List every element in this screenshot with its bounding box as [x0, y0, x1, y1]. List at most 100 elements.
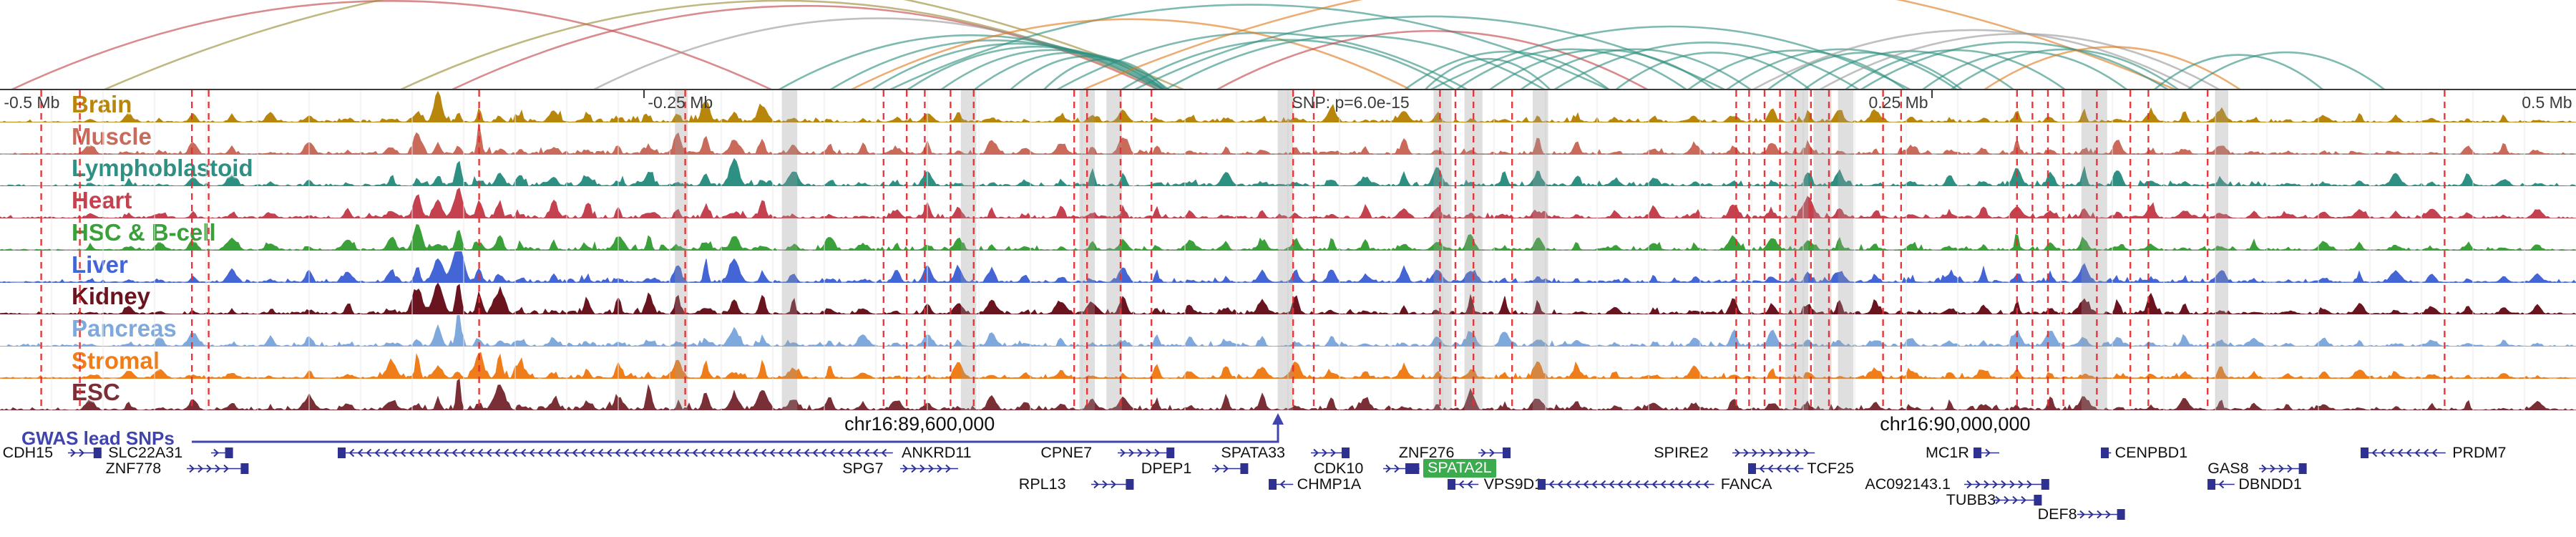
gene-glyph-slc22a31[interactable] [211, 447, 233, 459]
interaction-arc [1859, 41, 2170, 90]
gene-label-rpl13[interactable]: RPL13 [1018, 475, 1066, 493]
snp-pvalue-label: SNP: p=6.0e-15 [1292, 93, 1410, 112]
interaction-arc [1043, 58, 1168, 90]
ruler-label: -0.25 Mb [648, 93, 713, 112]
interaction-arc [1009, 55, 1166, 90]
gene-glyph-tubb3[interactable] [1992, 494, 2042, 506]
gene-glyph-znf276[interactable] [1478, 447, 1511, 459]
track-label-muscle: Muscle [72, 122, 152, 150]
gene-label-cdh15[interactable]: CDH15 [2, 444, 54, 461]
track-label-brain: Brain [72, 91, 132, 117]
gene-glyph-cdh15[interactable] [68, 447, 102, 459]
gene-label-spata33[interactable]: SPATA33 [1221, 444, 1286, 461]
interaction-arc [1120, 39, 1456, 90]
highlight-region [2215, 90, 2228, 410]
highlight-region [1533, 90, 1548, 410]
gene-glyph-mc1r[interactable] [1973, 447, 2000, 459]
highlight-region [1433, 90, 1452, 410]
gridlines [51, 90, 2525, 410]
interaction-arc [1921, 50, 2129, 90]
gene-glyph-vps9d1[interactable] [1448, 478, 1479, 490]
interaction-arcs [9, 0, 2386, 90]
interaction-arc [1519, 48, 1752, 90]
gene-glyph-ankrd11[interactable] [337, 447, 893, 459]
gene-glyph-def8[interactable] [2077, 508, 2125, 521]
interaction-arc [9, 0, 774, 90]
gene-label-cpne7[interactable]: CPNE7 [1040, 444, 1093, 461]
gene-glyph-gas8[interactable] [2259, 463, 2307, 475]
gene-label-gas8[interactable]: GAS8 [2207, 460, 2249, 477]
gene-label-tubb3[interactable]: TUBB3 [1946, 491, 1996, 508]
interaction-arc [1488, 49, 1717, 90]
highlight-region [2081, 90, 2107, 410]
track-label-pancreas: Pancreas [72, 314, 177, 342]
interaction-arc [1215, 29, 1649, 90]
gene-label-ac092143-1[interactable]: AC092143.1 [1865, 475, 1951, 493]
track-label-heart: Heart [72, 187, 132, 214]
ruler-line [0, 89, 2576, 90]
track-label-kidney: Kidney [72, 283, 151, 310]
interaction-arc [849, 18, 1413, 90]
interaction-arc [2186, 51, 2386, 90]
interaction-arc [1843, 49, 2067, 90]
interaction-arc [1818, 32, 2221, 90]
gene-glyph-spata33[interactable] [1311, 447, 1350, 459]
gene-label-tcf25[interactable]: TCF25 [1807, 460, 1855, 477]
gene-glyph-tcf25[interactable] [1747, 463, 1804, 475]
highlight-region [1106, 90, 1122, 410]
gene-label-mc1r[interactable]: MC1R [1926, 444, 1969, 461]
interaction-arc [829, 39, 1160, 90]
gwas-pointer-arrowhead [1272, 413, 1284, 425]
gene-glyph-znf778[interactable] [187, 463, 249, 475]
interaction-arc [1081, 0, 2177, 90]
interaction-arc [888, 4, 1611, 90]
gene-label-chmp1a[interactable]: CHMP1A [1297, 475, 1362, 493]
highlight-region [1785, 90, 1809, 410]
gene-label-vps9d1[interactable]: VPS9D1 [1483, 475, 1543, 493]
gene-glyph-spata2l[interactable] [1405, 463, 1420, 475]
coordinate-label-left: chr16:89,600,000 [844, 413, 995, 435]
interaction-arc [1163, 34, 1546, 90]
gwas-pointer-line [192, 422, 1279, 443]
gene-glyph-fanca[interactable] [1538, 478, 1714, 490]
gene-label-spata2l[interactable]: SPATA2L [1423, 459, 1496, 478]
gene-label-spire2[interactable]: SPIRE2 [1654, 444, 1709, 461]
gene-label-dbndd1[interactable]: DBNDD1 [2238, 475, 2302, 493]
gene-glyph-dbndd1[interactable] [2207, 478, 2235, 490]
gene-label-dpep1[interactable]: DPEP1 [1141, 460, 1192, 477]
gene-glyph-dpep1[interactable] [1211, 463, 1249, 475]
highlight-region [675, 90, 688, 410]
gene-label-def8[interactable]: DEF8 [2037, 505, 2077, 523]
gene-glyph-prdm7[interactable] [2361, 447, 2446, 459]
gene-label-slc22a31[interactable]: SLC22A31 [108, 444, 183, 461]
ruler-tick [643, 90, 645, 98]
gene-glyph-cenpbd1[interactable] [2100, 447, 2112, 459]
interaction-arc [1055, 32, 1469, 90]
track-label-stromal: Stromal [72, 347, 160, 374]
interaction-arc [870, 42, 1165, 90]
ruler-label: -0.5 Mb [4, 93, 60, 112]
gene-label-fanca[interactable]: FANCA [1720, 475, 1772, 493]
gene-label-cenpbd1[interactable]: CENPBD1 [2114, 444, 2188, 461]
interaction-arc [1983, 46, 2242, 90]
gene-glyph-spg7[interactable] [900, 463, 959, 475]
gene-glyph-cpne7[interactable] [1118, 447, 1175, 459]
gene-label-znf778[interactable]: ZNF778 [105, 460, 162, 477]
track-label-liver: Liver [72, 251, 128, 278]
gene-label-ankrd11[interactable]: ANKRD11 [902, 444, 972, 461]
gene-glyph-rpl13[interactable] [1091, 478, 1134, 490]
highlight-region [1079, 90, 1095, 410]
interaction-arc [1751, 29, 2195, 90]
interaction-arc [940, 49, 1165, 90]
gene-label-prdm7[interactable]: PRDM7 [2452, 444, 2507, 461]
gene-label-spg7[interactable]: SPG7 [842, 460, 884, 477]
snp-overlay [40, 90, 2525, 410]
gene-label-znf276[interactable]: ZNF276 [1398, 444, 1455, 461]
interaction-arc [1687, 49, 1907, 90]
gene-glyph-ac092143-1[interactable] [1964, 478, 2049, 490]
gene-glyph-chmp1a[interactable] [1269, 478, 1294, 490]
gene-label-cdk10[interactable]: CDK10 [1314, 460, 1364, 477]
gene-glyph-spire2[interactable] [1732, 447, 1815, 459]
interaction-arc [1423, 58, 1552, 90]
